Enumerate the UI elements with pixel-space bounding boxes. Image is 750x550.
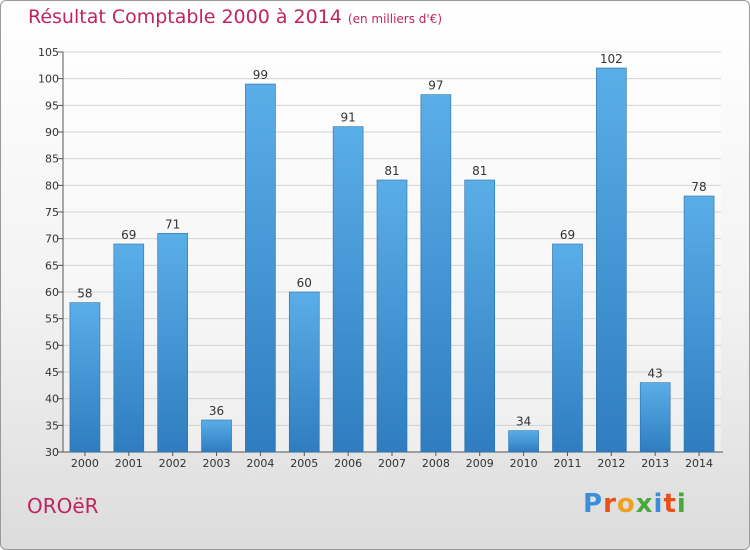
y-tick-label: 70 bbox=[45, 233, 59, 246]
x-tick-label: 2009 bbox=[466, 457, 494, 470]
proxiti-logo: Proxiti bbox=[583, 489, 687, 519]
y-tick-label: 85 bbox=[45, 153, 59, 166]
bar bbox=[420, 94, 452, 453]
y-tick-label: 65 bbox=[45, 259, 59, 272]
bar bbox=[552, 243, 583, 453]
logo-letter: P bbox=[583, 489, 604, 519]
data-label: 69 bbox=[560, 228, 575, 242]
y-tick-label: 45 bbox=[45, 366, 59, 379]
x-tick-label: 2011 bbox=[553, 457, 581, 470]
x-tick-label: 2014 bbox=[685, 457, 713, 470]
bar bbox=[245, 83, 276, 453]
bar bbox=[376, 179, 408, 453]
y-tick-label: 105 bbox=[38, 46, 59, 59]
bar bbox=[288, 291, 320, 453]
data-label: 69 bbox=[121, 228, 136, 242]
logo-letter: i bbox=[676, 489, 687, 519]
x-tick-label: 2002 bbox=[159, 457, 187, 470]
x-tick-label: 2005 bbox=[290, 457, 318, 470]
logo-letter: x bbox=[635, 489, 654, 519]
data-label: 71 bbox=[165, 217, 180, 231]
y-tick-label: 80 bbox=[45, 179, 59, 192]
bar bbox=[69, 302, 101, 453]
chart-title: Résultat Comptable 2000 à 2014 (en millie… bbox=[28, 6, 442, 28]
data-label: 43 bbox=[648, 367, 663, 381]
bar bbox=[596, 67, 627, 453]
bar bbox=[157, 233, 188, 453]
data-label: 97 bbox=[428, 79, 443, 93]
data-label: 34 bbox=[516, 415, 531, 429]
logo-letter: i bbox=[653, 489, 664, 519]
logo-letter: t bbox=[663, 489, 677, 519]
x-tick-label: 2010 bbox=[510, 457, 538, 470]
chart-subtitle: (en milliers d'€) bbox=[347, 12, 443, 26]
y-tick-label: 75 bbox=[45, 206, 59, 219]
x-tick-label: 2004 bbox=[246, 457, 274, 470]
y-tick-label: 95 bbox=[45, 99, 59, 112]
bar bbox=[113, 243, 145, 453]
bar bbox=[508, 430, 539, 453]
x-tick-label: 2007 bbox=[378, 457, 406, 470]
x-tick-label: 2008 bbox=[422, 457, 450, 470]
x-tick-label: 2003 bbox=[203, 457, 231, 470]
x-tick-label: 2012 bbox=[597, 457, 625, 470]
bar bbox=[201, 419, 232, 453]
x-tick-label: 2001 bbox=[115, 457, 143, 470]
x-tick-label: 2006 bbox=[334, 457, 362, 470]
bar bbox=[639, 382, 671, 453]
data-label: 60 bbox=[297, 276, 312, 290]
data-label: 78 bbox=[691, 180, 706, 194]
data-label: 81 bbox=[384, 164, 399, 178]
chart-title-text: Résultat Comptable 2000 à 2014 bbox=[28, 6, 342, 28]
bar bbox=[464, 179, 496, 453]
x-tick-label: 2013 bbox=[641, 457, 669, 470]
y-tick-label: 30 bbox=[45, 446, 59, 459]
logo-letter: o bbox=[616, 489, 636, 519]
y-tick-label: 35 bbox=[45, 419, 59, 432]
bar bbox=[332, 126, 364, 453]
bar bbox=[683, 195, 715, 453]
y-tick-label: 50 bbox=[45, 339, 59, 352]
x-tick-label: 2000 bbox=[71, 457, 99, 470]
data-label: 81 bbox=[472, 164, 487, 178]
city-name: OROëR bbox=[27, 494, 99, 518]
y-tick-label: 55 bbox=[45, 313, 59, 326]
y-tick-label: 60 bbox=[45, 286, 59, 299]
data-label: 99 bbox=[253, 68, 268, 82]
data-label: 91 bbox=[340, 111, 355, 125]
y-tick-label: 40 bbox=[45, 393, 59, 406]
y-tick-label: 90 bbox=[45, 126, 59, 139]
data-label: 36 bbox=[209, 404, 224, 418]
data-label: 58 bbox=[77, 287, 92, 301]
y-tick-label: 100 bbox=[38, 73, 59, 86]
data-label: 102 bbox=[600, 52, 623, 66]
logo-letter: r bbox=[603, 489, 617, 519]
